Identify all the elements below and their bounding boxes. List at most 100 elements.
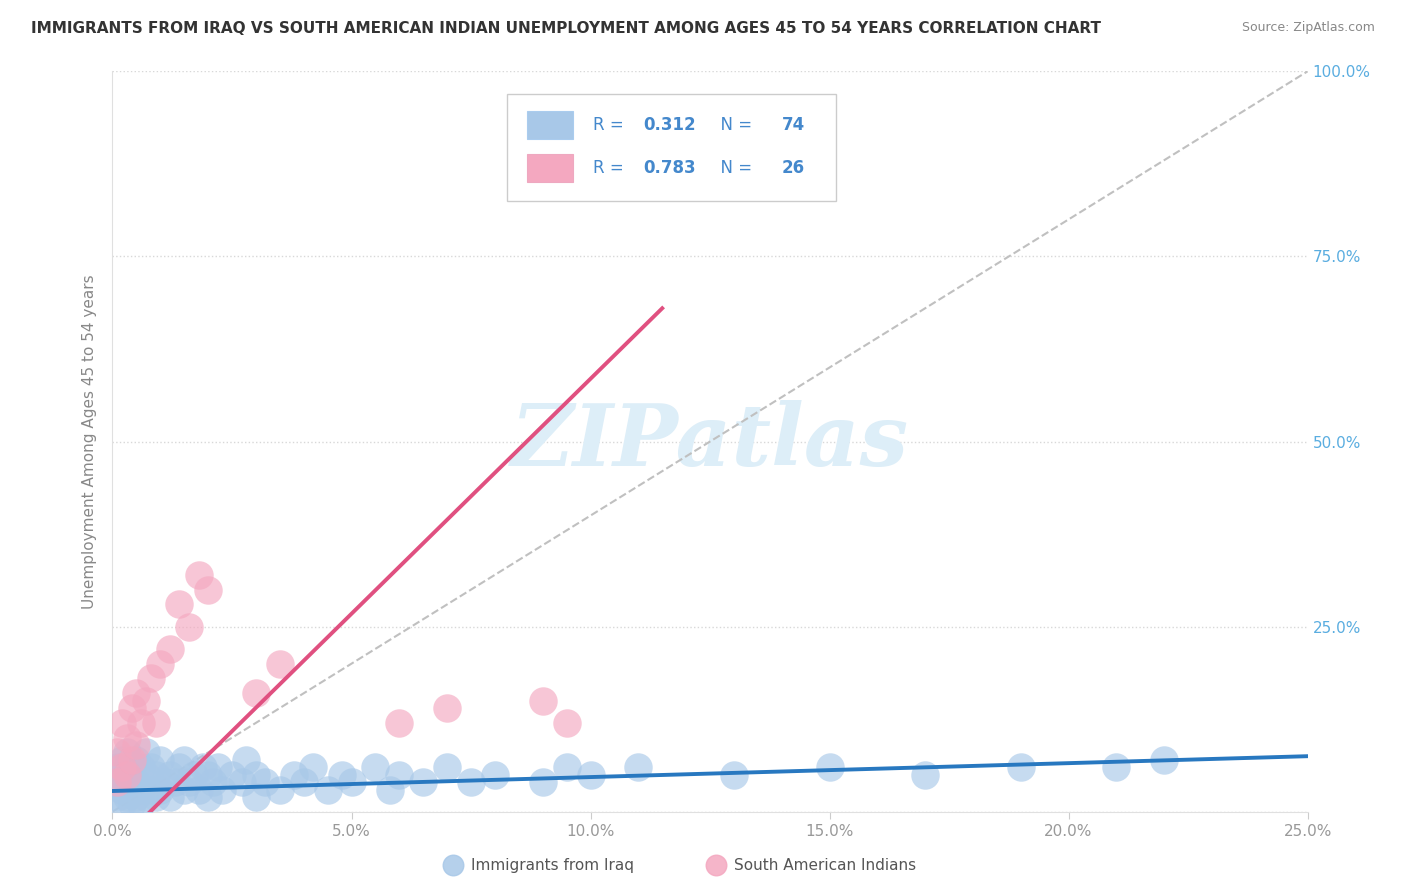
Point [197, 789, 219, 804]
Point [159, 789, 181, 804]
Point [145, 767, 167, 781]
Point [105, 789, 128, 804]
Point [197, 582, 219, 597]
Point [412, 775, 434, 789]
Point [115, 731, 138, 745]
Text: 74: 74 [782, 117, 806, 135]
Point [484, 767, 506, 781]
Point [378, 782, 401, 797]
Point [235, 753, 257, 767]
Point [388, 767, 411, 781]
Point [111, 797, 134, 812]
Point [139, 782, 162, 797]
Point [153, 775, 176, 789]
Point [129, 715, 152, 730]
Point [531, 775, 554, 789]
Point [121, 782, 143, 797]
Point [121, 797, 143, 812]
Text: R =: R = [593, 117, 628, 135]
Point [105, 775, 128, 789]
Point [111, 782, 134, 797]
Point [364, 760, 387, 774]
Point [269, 782, 291, 797]
Text: ZIPatlas: ZIPatlas [510, 400, 910, 483]
Point [207, 760, 229, 774]
Point [231, 775, 253, 789]
Point [177, 775, 200, 789]
Point [531, 694, 554, 708]
Point [1010, 760, 1032, 774]
Point [135, 789, 157, 804]
Point [340, 775, 363, 789]
Point [187, 782, 209, 797]
Point [460, 775, 482, 789]
Point [111, 760, 134, 774]
Point [183, 767, 205, 781]
Point [125, 789, 148, 804]
Point [627, 760, 650, 774]
Text: 0.312: 0.312 [643, 117, 696, 135]
Point [129, 782, 152, 797]
Point [169, 760, 191, 774]
Y-axis label: Unemployment Among Ages 45 to 54 years: Unemployment Among Ages 45 to 54 years [82, 274, 97, 609]
Bar [527, 153, 572, 182]
Point [254, 775, 277, 789]
FancyBboxPatch shape [508, 94, 835, 201]
Point [125, 686, 148, 700]
Point [245, 789, 267, 804]
Point [163, 775, 186, 789]
Point [105, 775, 128, 789]
Point [302, 760, 325, 774]
Point [914, 767, 936, 781]
Point [283, 767, 305, 781]
Point [125, 775, 148, 789]
Point [1153, 753, 1175, 767]
Point [159, 641, 181, 656]
Point [245, 686, 267, 700]
Point [388, 715, 411, 730]
Point [129, 760, 152, 774]
Point [579, 767, 602, 781]
Point [125, 753, 148, 767]
Point [115, 746, 138, 760]
Point [193, 760, 215, 774]
Text: 0.783: 0.783 [643, 159, 696, 177]
Point [211, 782, 233, 797]
Point [149, 753, 172, 767]
Point [121, 701, 143, 715]
Point [149, 657, 172, 671]
Point [436, 701, 458, 715]
Point [135, 746, 157, 760]
Text: Immigrants from Iraq: Immigrants from Iraq [471, 857, 634, 872]
Point [1105, 760, 1128, 774]
Point [145, 715, 167, 730]
Point [135, 767, 157, 781]
Point [723, 767, 745, 781]
Text: N =: N = [710, 159, 758, 177]
Point [105, 760, 128, 774]
Point [115, 767, 138, 781]
Point [139, 760, 162, 774]
Point [245, 767, 267, 781]
Point [129, 797, 152, 812]
Point [149, 782, 172, 797]
Point [221, 767, 243, 781]
Point [436, 760, 458, 774]
Point [292, 775, 315, 789]
Point [105, 746, 128, 760]
Point [145, 789, 167, 804]
Point [135, 694, 157, 708]
Point [187, 567, 209, 582]
Point [115, 760, 138, 774]
Text: N =: N = [710, 117, 758, 135]
Point [197, 767, 219, 781]
Point [269, 657, 291, 671]
Bar [527, 112, 572, 139]
Point [330, 767, 353, 781]
Text: Source: ZipAtlas.com: Source: ZipAtlas.com [1241, 21, 1375, 34]
Point [173, 753, 195, 767]
Text: R =: R = [593, 159, 628, 177]
Text: 26: 26 [782, 159, 804, 177]
Point [111, 715, 134, 730]
Point [177, 619, 200, 633]
